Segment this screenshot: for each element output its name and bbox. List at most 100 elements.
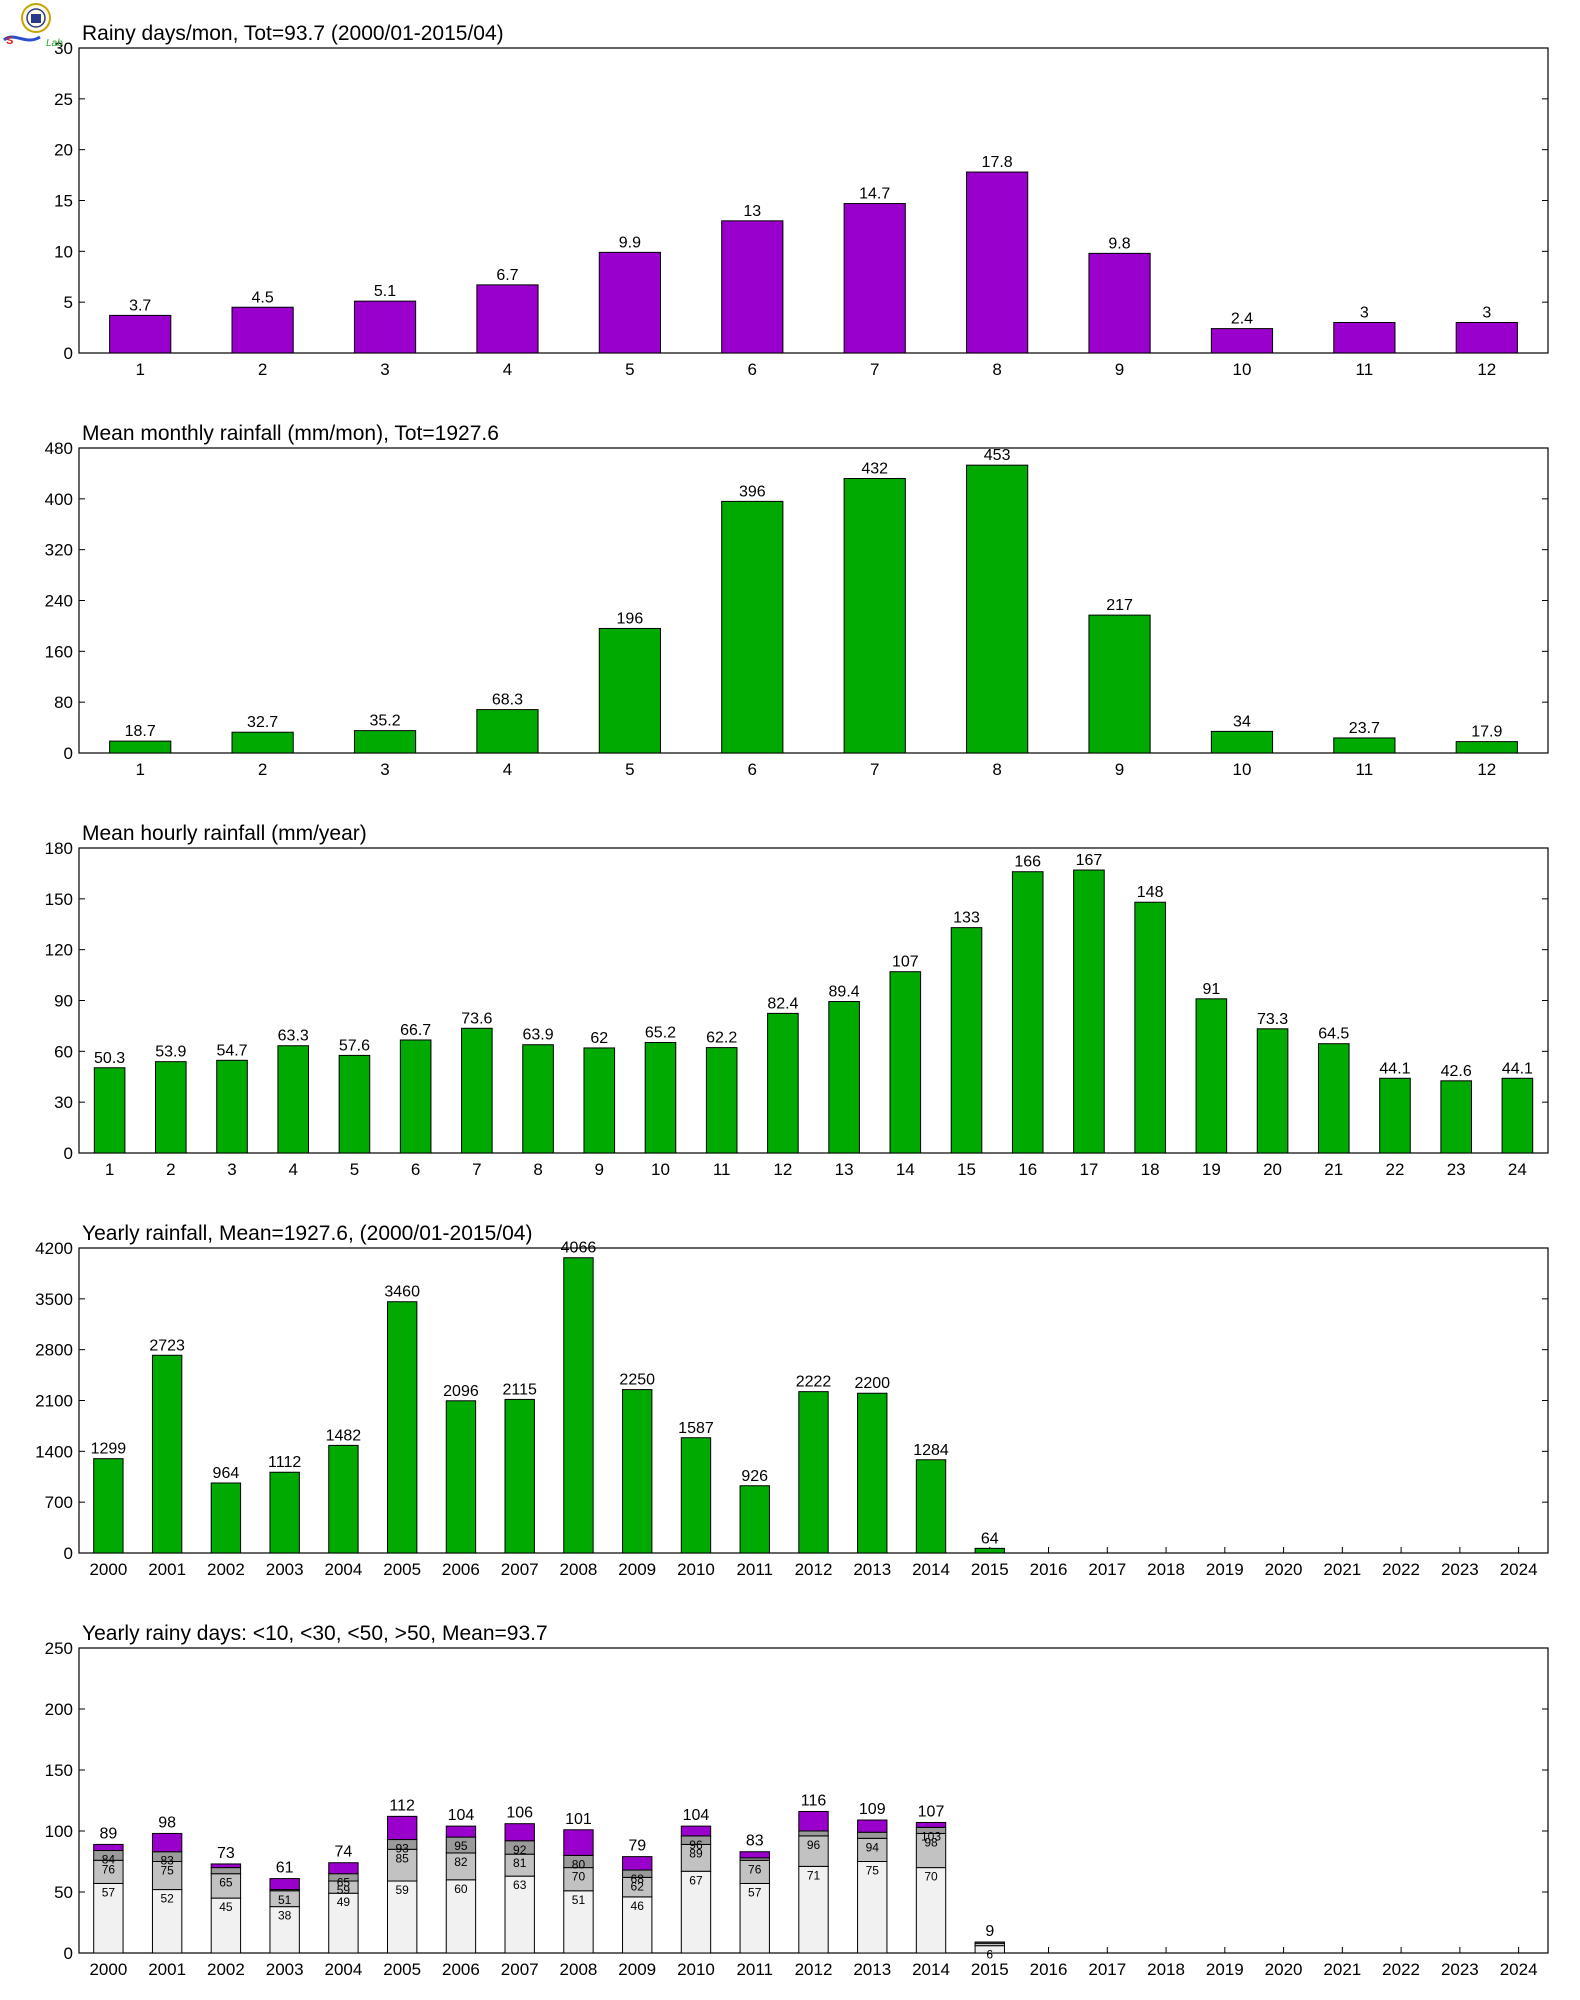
y-tick-label: 10 — [54, 242, 73, 261]
chart-title: Yearly rainy days: <10, <30, <50, >50, M… — [82, 1622, 548, 1645]
x-tick-label: 19 — [1202, 1160, 1221, 1179]
bar — [644, 1042, 677, 1154]
data-label: 64.5 — [1318, 1026, 1349, 1043]
data-label: 89 — [99, 1825, 117, 1842]
data-label: 3 — [1482, 305, 1491, 322]
bar-segment-lt10 — [563, 1890, 594, 1954]
data-label: 17.9 — [1471, 724, 1502, 741]
data-label: 3460 — [384, 1284, 420, 1301]
x-tick-label: 2017 — [1088, 1560, 1126, 1579]
y-tick-label: 50 — [54, 1883, 73, 1902]
x-tick-label: 2006 — [442, 1960, 480, 1979]
segment-label: 59 — [337, 1883, 351, 1897]
data-label: 73.3 — [1257, 1011, 1288, 1028]
bar — [1073, 869, 1105, 1154]
chart-yearly-rainy-days: 0 50 100 150 200 250 2000 57 76 84 89 2001 52 75 83 98 2… — [0, 1600, 1580, 2000]
x-tick-label: 22 — [1386, 1160, 1405, 1179]
data-label: 32.7 — [247, 714, 278, 731]
bar-segment-lt30 — [680, 1843, 712, 1872]
data-label: 62.2 — [706, 1030, 737, 1047]
data-label: 63.9 — [522, 1027, 553, 1044]
x-tick-label: 2011 — [736, 1560, 773, 1579]
bar — [680, 1437, 712, 1554]
data-label: 926 — [741, 1468, 768, 1485]
x-tick-label: 2022 — [1382, 1560, 1420, 1579]
x-tick-label: 2024 — [1500, 1560, 1538, 1579]
x-tick-label: 10 — [1232, 760, 1251, 779]
bar — [1501, 1077, 1534, 1154]
bar — [353, 730, 417, 754]
bar-segment-lt10 — [328, 1892, 359, 1954]
x-tick-label: 2000 — [89, 1560, 127, 1579]
x-tick-label: 2 — [166, 1160, 175, 1179]
bar-segment-lt10 — [739, 1882, 770, 1954]
bar-segment-lt10 — [680, 1870, 712, 1954]
y-tick-label: 320 — [45, 541, 73, 560]
data-label: 53.9 — [155, 1044, 186, 1061]
data-label: 63.3 — [278, 1028, 309, 1045]
x-tick-label: 4 — [288, 1160, 297, 1179]
x-tick-label: 2004 — [325, 1560, 363, 1579]
x-tick-label: 12 — [1477, 360, 1496, 379]
data-label: 6.7 — [496, 267, 518, 284]
data-label: 2115 — [502, 1381, 537, 1398]
data-label: 66.7 — [400, 1022, 431, 1039]
x-tick-label: 9 — [1115, 760, 1124, 779]
bar-segment-lt50 — [798, 1830, 829, 1837]
x-tick-label: 6 — [748, 360, 757, 379]
bar — [563, 1257, 594, 1554]
x-tick-label: 2005 — [383, 1560, 421, 1579]
data-label: 65.2 — [645, 1025, 676, 1042]
data-label: 133 — [953, 910, 980, 927]
segment-label: 83 — [160, 1854, 174, 1868]
x-tick-label: 2002 — [207, 1560, 245, 1579]
y-tick-label: 700 — [45, 1493, 73, 1512]
x-tick-label: 15 — [957, 1160, 976, 1179]
data-label: 61 — [276, 1860, 294, 1877]
x-tick-label: 24 — [1508, 1160, 1527, 1179]
x-tick-label: 2019 — [1206, 1960, 1244, 1979]
bar-segment-lt10 — [798, 1865, 829, 1954]
bar — [210, 1482, 242, 1554]
bar — [1333, 322, 1396, 354]
bar — [598, 251, 661, 354]
segment-label: 52 — [160, 1892, 174, 1906]
bar — [1256, 1028, 1289, 1154]
x-tick-label: 7 — [472, 1160, 481, 1179]
data-label: 9 — [985, 1923, 994, 1940]
data-label: 1112 — [268, 1454, 301, 1471]
bar — [445, 1400, 477, 1554]
y-tick-label: 30 — [54, 39, 73, 58]
bar — [93, 1067, 126, 1154]
x-tick-label: 2012 — [795, 1960, 833, 1979]
data-label: 82.4 — [767, 995, 798, 1012]
x-tick-label: 2022 — [1382, 1960, 1420, 1979]
bar-segment-gt50 — [915, 1821, 947, 1828]
bar — [216, 1059, 248, 1154]
x-tick-label: 2009 — [618, 1560, 656, 1579]
y-tick-label: 240 — [45, 592, 73, 611]
data-label: 34 — [1233, 713, 1251, 730]
data-label: 23.7 — [1349, 720, 1380, 737]
bar — [151, 1354, 183, 1554]
bar-segment-gt50 — [504, 1823, 535, 1842]
y-tick-label: 250 — [45, 1639, 73, 1658]
segment-label: 51 — [572, 1893, 586, 1907]
segment-label: 6 — [986, 1948, 993, 1962]
segment-label: 63 — [513, 1878, 527, 1892]
data-label: 9.8 — [1108, 235, 1130, 252]
bar — [705, 1047, 738, 1154]
chart-svg: 0 5 10 15 20 25 30 1 3.7 2 4.5 3 5.1 4 6.7 5 9.9 6 13 7 14.7… — [54, 39, 1549, 379]
data-label: 42.6 — [1441, 1063, 1472, 1080]
data-label: 106 — [506, 1805, 533, 1822]
x-tick-label: 20 — [1263, 1160, 1282, 1179]
y-tick-label: 1400 — [35, 1442, 73, 1461]
data-label: 4.5 — [252, 289, 274, 306]
data-label: 2723 — [149, 1337, 185, 1354]
y-tick-label: 160 — [45, 642, 73, 661]
x-tick-label: 2024 — [1500, 1960, 1538, 1979]
x-tick-label: 5 — [625, 760, 634, 779]
data-label: 3.7 — [129, 297, 151, 314]
bar — [798, 1391, 829, 1554]
x-tick-label: 2 — [258, 360, 267, 379]
